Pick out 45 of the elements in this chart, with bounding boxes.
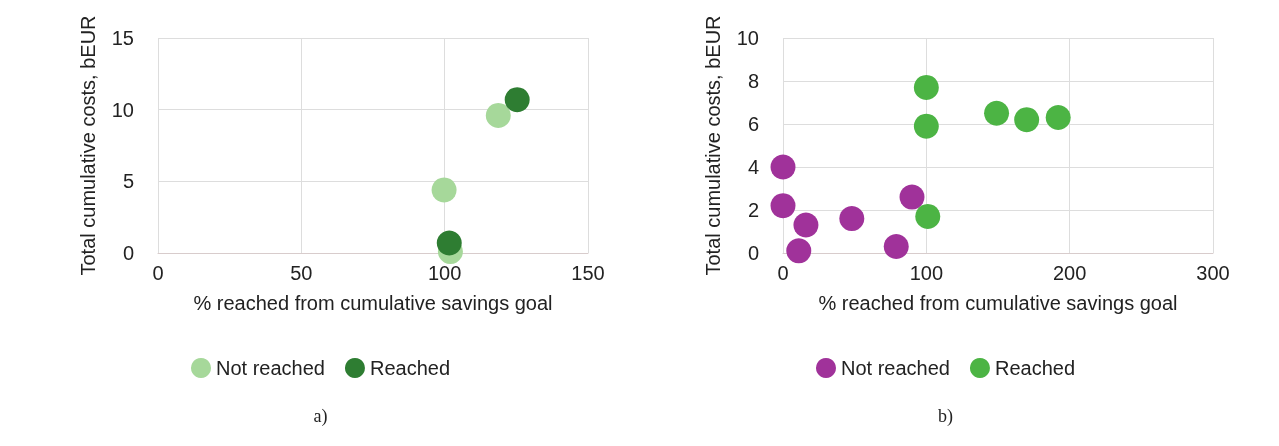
- point: [786, 238, 812, 264]
- y-tick-label: 8: [747, 70, 759, 92]
- point: [984, 100, 1010, 126]
- point: [913, 113, 939, 139]
- point: [883, 234, 909, 260]
- y-axis-title: Total cumulative costs, bEUR: [702, 15, 724, 276]
- point: [436, 230, 462, 256]
- point: [485, 102, 511, 128]
- point: [431, 177, 457, 203]
- y-tick-label: 6: [747, 113, 759, 135]
- x-axis-title: % reached from cumulative savings goal: [818, 292, 1178, 314]
- y-axis-title: Total cumulative costs, bEUR: [77, 15, 99, 276]
- point: [1014, 107, 1040, 133]
- y-tick-label: 0: [747, 242, 759, 264]
- text: b): [938, 406, 953, 427]
- y-tick-label: 2: [747, 199, 759, 221]
- point: [1045, 105, 1071, 131]
- legend-label: Not reached: [215, 357, 325, 379]
- y-tick-label: 0: [122, 242, 134, 264]
- x-tick-label: 150: [571, 262, 605, 284]
- x-tick-label: 0: [777, 262, 789, 284]
- y-tick-label: 5: [122, 170, 134, 193]
- x-axis-title: % reached from cumulative savings goal: [193, 292, 553, 314]
- y-tick-label: 10: [111, 98, 134, 121]
- x-tick-label: 50: [290, 262, 313, 284]
- point: [504, 87, 530, 113]
- point: [793, 212, 819, 238]
- text: a): [313, 406, 328, 427]
- x-tick-label: 100: [427, 262, 462, 284]
- legend-label: Reached: [369, 357, 451, 379]
- point: [915, 203, 941, 229]
- x-tick-label: 100: [909, 262, 944, 284]
- legend-label: Reached: [994, 357, 1076, 379]
- y-tick-label: 4: [747, 156, 759, 178]
- point: [770, 154, 796, 180]
- point: [839, 206, 865, 232]
- x-tick-label: 200: [1052, 262, 1087, 284]
- point: [913, 74, 939, 100]
- y-tick-label: 10: [736, 27, 759, 49]
- point: [770, 193, 796, 219]
- x-tick-label: 0: [152, 262, 164, 284]
- x-tick-label: 300: [1196, 262, 1230, 284]
- y-tick-label: 15: [111, 27, 134, 49]
- point: [899, 184, 925, 210]
- legend-label: Not reached: [840, 357, 950, 379]
